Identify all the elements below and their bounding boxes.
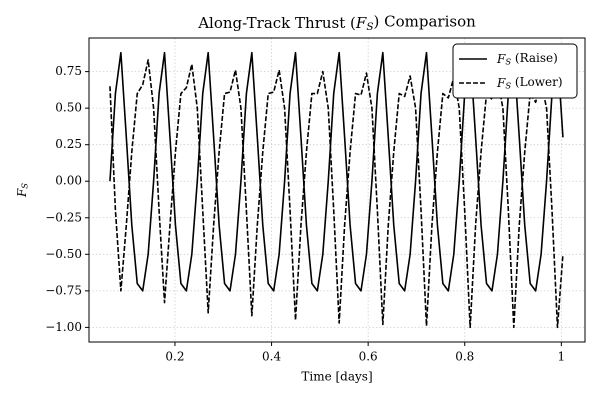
y-tick-label: −0.75: [45, 283, 82, 297]
y-tick-label: 0.50: [55, 101, 82, 115]
y-tick-label: 0.75: [55, 64, 82, 78]
series-line: [109, 59, 564, 329]
legend-label: FS (Lower): [496, 74, 563, 90]
x-tick-label: 0.2: [165, 350, 184, 364]
y-axis-label: FS: [15, 183, 30, 198]
x-axis-label: Time [days]: [301, 370, 372, 384]
chart-title: Along-Track Thrust (FS) Comparison: [197, 13, 476, 34]
y-tick-label: 0.00: [55, 174, 82, 188]
x-tick-label: 1: [558, 350, 566, 364]
y-tick-label: 0.25: [55, 137, 82, 151]
legend-label: FS (Raise): [496, 50, 558, 66]
x-tick-label: 0.8: [455, 350, 474, 364]
y-tick-label: −1.00: [45, 320, 82, 334]
x-tick-label: 0.6: [359, 350, 378, 364]
x-tick-label: 0.4: [262, 350, 281, 364]
legend-box: [452, 43, 578, 99]
series-line: [109, 51, 564, 292]
legend: FS (Raise) FS (Lower): [452, 43, 578, 99]
y-tick-label: −0.50: [45, 247, 82, 261]
y-tick-label: −0.25: [45, 210, 82, 224]
plot-frame: [88, 37, 586, 343]
